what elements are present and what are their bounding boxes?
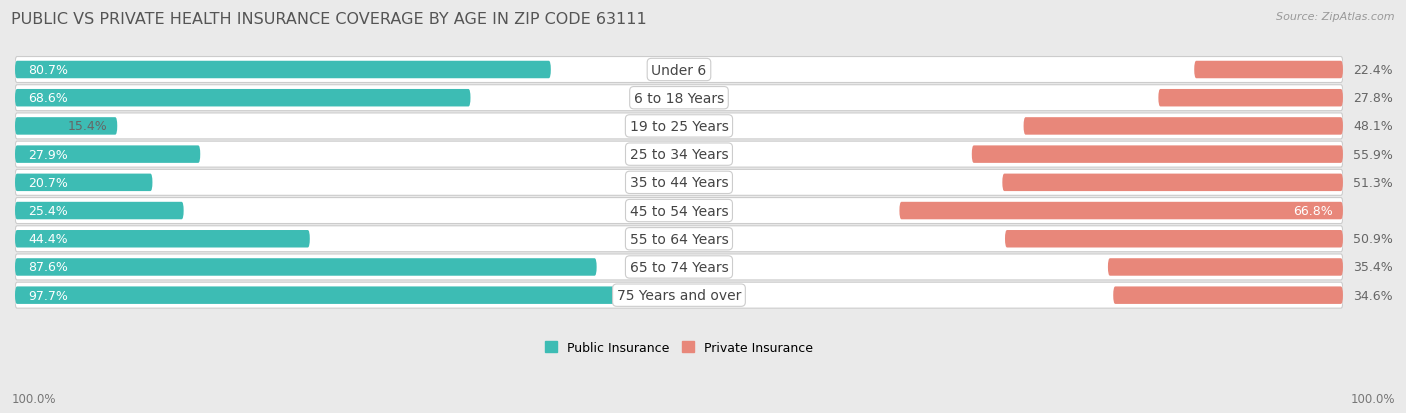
FancyBboxPatch shape bbox=[1108, 259, 1343, 276]
Text: Under 6: Under 6 bbox=[651, 63, 707, 77]
FancyBboxPatch shape bbox=[15, 230, 309, 248]
Text: 97.7%: 97.7% bbox=[28, 289, 67, 302]
FancyBboxPatch shape bbox=[15, 254, 1343, 280]
FancyBboxPatch shape bbox=[15, 259, 596, 276]
Text: Source: ZipAtlas.com: Source: ZipAtlas.com bbox=[1277, 12, 1395, 22]
FancyBboxPatch shape bbox=[1002, 174, 1343, 192]
Text: 55 to 64 Years: 55 to 64 Years bbox=[630, 232, 728, 246]
FancyBboxPatch shape bbox=[15, 170, 1343, 196]
FancyBboxPatch shape bbox=[15, 114, 1343, 140]
Text: 27.8%: 27.8% bbox=[1353, 92, 1393, 105]
Text: 44.4%: 44.4% bbox=[28, 233, 67, 246]
Text: 6 to 18 Years: 6 to 18 Years bbox=[634, 92, 724, 105]
FancyBboxPatch shape bbox=[15, 174, 152, 192]
FancyBboxPatch shape bbox=[15, 85, 1343, 112]
Text: 66.8%: 66.8% bbox=[1294, 204, 1333, 218]
FancyBboxPatch shape bbox=[15, 62, 551, 79]
Text: 19 to 25 Years: 19 to 25 Years bbox=[630, 120, 728, 133]
Text: 15.4%: 15.4% bbox=[67, 120, 107, 133]
Text: 20.7%: 20.7% bbox=[28, 176, 67, 190]
FancyBboxPatch shape bbox=[15, 198, 1343, 224]
Text: 100.0%: 100.0% bbox=[1350, 392, 1395, 405]
FancyBboxPatch shape bbox=[972, 146, 1343, 164]
Text: 22.4%: 22.4% bbox=[1353, 64, 1392, 77]
FancyBboxPatch shape bbox=[15, 90, 471, 107]
Text: 45 to 54 Years: 45 to 54 Years bbox=[630, 204, 728, 218]
Text: 100.0%: 100.0% bbox=[11, 392, 56, 405]
FancyBboxPatch shape bbox=[15, 118, 117, 135]
FancyBboxPatch shape bbox=[15, 142, 1343, 168]
Text: 35.4%: 35.4% bbox=[1353, 261, 1393, 274]
FancyBboxPatch shape bbox=[15, 146, 200, 164]
FancyBboxPatch shape bbox=[1114, 287, 1343, 304]
FancyBboxPatch shape bbox=[15, 202, 184, 220]
FancyBboxPatch shape bbox=[15, 287, 664, 304]
Text: 68.6%: 68.6% bbox=[28, 92, 67, 105]
Text: 75 Years and over: 75 Years and over bbox=[617, 288, 741, 302]
FancyBboxPatch shape bbox=[15, 282, 1343, 309]
Text: 35 to 44 Years: 35 to 44 Years bbox=[630, 176, 728, 190]
Text: 25 to 34 Years: 25 to 34 Years bbox=[630, 148, 728, 162]
Text: 50.9%: 50.9% bbox=[1353, 233, 1393, 246]
FancyBboxPatch shape bbox=[15, 57, 1343, 83]
Text: 25.4%: 25.4% bbox=[28, 204, 67, 218]
FancyBboxPatch shape bbox=[1005, 230, 1343, 248]
Text: 48.1%: 48.1% bbox=[1353, 120, 1393, 133]
Text: PUBLIC VS PRIVATE HEALTH INSURANCE COVERAGE BY AGE IN ZIP CODE 63111: PUBLIC VS PRIVATE HEALTH INSURANCE COVER… bbox=[11, 12, 647, 27]
Text: 87.6%: 87.6% bbox=[28, 261, 67, 274]
Legend: Public Insurance, Private Insurance: Public Insurance, Private Insurance bbox=[540, 336, 818, 359]
Text: 27.9%: 27.9% bbox=[28, 148, 67, 161]
Text: 51.3%: 51.3% bbox=[1353, 176, 1393, 190]
Text: 80.7%: 80.7% bbox=[28, 64, 69, 77]
FancyBboxPatch shape bbox=[15, 226, 1343, 252]
Text: 34.6%: 34.6% bbox=[1353, 289, 1392, 302]
Text: 55.9%: 55.9% bbox=[1353, 148, 1393, 161]
FancyBboxPatch shape bbox=[900, 202, 1343, 220]
FancyBboxPatch shape bbox=[1194, 62, 1343, 79]
Text: 65 to 74 Years: 65 to 74 Years bbox=[630, 260, 728, 274]
FancyBboxPatch shape bbox=[1024, 118, 1343, 135]
FancyBboxPatch shape bbox=[1159, 90, 1343, 107]
